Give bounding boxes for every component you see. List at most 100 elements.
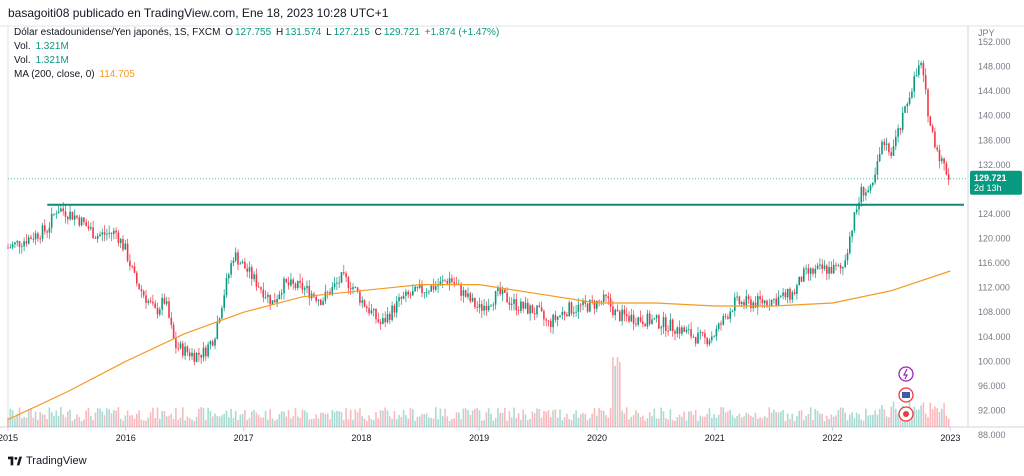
candle-body [612, 306, 614, 316]
low-label: L [326, 27, 332, 38]
volume-bar [577, 417, 580, 427]
candle-body [69, 211, 71, 220]
candle-body [326, 291, 329, 293]
candle-body [508, 302, 511, 305]
candle-body [830, 267, 833, 274]
candle-body [529, 305, 531, 314]
volume-bar [170, 413, 173, 427]
volume-bar [239, 414, 242, 427]
volume-bar [517, 413, 520, 427]
volume-bar [927, 417, 929, 427]
open-label: O [225, 27, 233, 38]
volume-row-2: Vol. 1.321M [14, 54, 501, 68]
candle-body [423, 292, 426, 294]
volume-bar [632, 415, 635, 427]
lightning-event-icon[interactable] [898, 366, 914, 382]
candle-body [699, 331, 702, 333]
volume-bar [398, 415, 400, 427]
candle-body [690, 329, 692, 337]
candle-body [211, 341, 214, 346]
candle-body [343, 272, 345, 274]
volume-bar [612, 357, 614, 427]
volume-bar [809, 407, 812, 427]
volume-bar [881, 404, 883, 427]
volume-bar [556, 417, 559, 427]
volume-bar [455, 412, 458, 427]
candle-body [294, 283, 297, 289]
volume-bar [306, 412, 308, 427]
volume-bar [395, 419, 398, 427]
volume-bar [165, 416, 168, 427]
candle-body [30, 237, 32, 239]
volume-bar [255, 412, 258, 427]
volume-bar [308, 419, 311, 427]
volume-bar [103, 415, 106, 427]
volume-bar [846, 420, 849, 427]
volume-bar [922, 402, 925, 427]
volume-bar [674, 420, 676, 427]
volume-bar [287, 410, 290, 427]
candle-body [938, 149, 941, 162]
candle-body [752, 302, 754, 309]
candle-body [936, 147, 938, 150]
candle-body [876, 161, 879, 175]
candle-body [110, 232, 113, 234]
candle-body [786, 288, 789, 298]
candle-body [642, 321, 644, 325]
candle-body [550, 320, 552, 328]
volume-bar [899, 411, 902, 427]
volume-bar [179, 417, 182, 427]
candle-body [168, 301, 170, 318]
volume-bar [416, 416, 419, 427]
candle-body [625, 314, 628, 317]
candle-body [27, 237, 30, 244]
candle-body [738, 296, 741, 305]
candle-body [745, 296, 748, 306]
volume-bar [924, 413, 927, 427]
volume-bar [331, 409, 334, 427]
candle-body [826, 265, 828, 274]
candle-body [577, 304, 580, 312]
candle-body [552, 314, 554, 328]
volume-bar [575, 410, 577, 427]
volume-bar [184, 420, 186, 427]
candle-body [865, 192, 867, 196]
volume-bar [188, 417, 191, 427]
volume-bar [448, 420, 451, 427]
candle-body [446, 281, 449, 284]
volume-bar [221, 415, 223, 427]
volume-bar [92, 420, 94, 427]
footer-brand[interactable]: TradingView [8, 455, 87, 467]
candle-body [533, 313, 536, 315]
candle-body [71, 211, 74, 220]
volume-bar [720, 407, 722, 427]
volume-bar [819, 413, 821, 427]
volume-bar [745, 412, 748, 427]
candle-body [929, 116, 932, 126]
volume-bar [895, 408, 897, 427]
volume-bar [336, 410, 338, 427]
candle-body [563, 311, 566, 315]
candle-body [193, 352, 196, 362]
candle-body [345, 273, 347, 278]
volume-bar [110, 413, 113, 427]
volume-bar [193, 420, 196, 427]
candle-body [890, 152, 892, 156]
candle-body [379, 322, 382, 324]
candle-body [685, 329, 688, 332]
candle-body [575, 311, 577, 313]
volume-bar [533, 413, 536, 427]
candle-body [943, 158, 945, 164]
volume-bar [579, 414, 582, 427]
candle-body [559, 315, 561, 317]
volume-bar [837, 410, 840, 427]
volume-bar [915, 409, 918, 427]
volume-bar [947, 418, 950, 427]
lightning-glyph-icon [903, 368, 908, 380]
price-axis-label: 88.000 [978, 430, 1006, 440]
candle-body [715, 328, 718, 337]
candle-body [361, 300, 363, 303]
us-flag-glyph-icon [902, 392, 910, 398]
volume-bar [715, 417, 718, 427]
